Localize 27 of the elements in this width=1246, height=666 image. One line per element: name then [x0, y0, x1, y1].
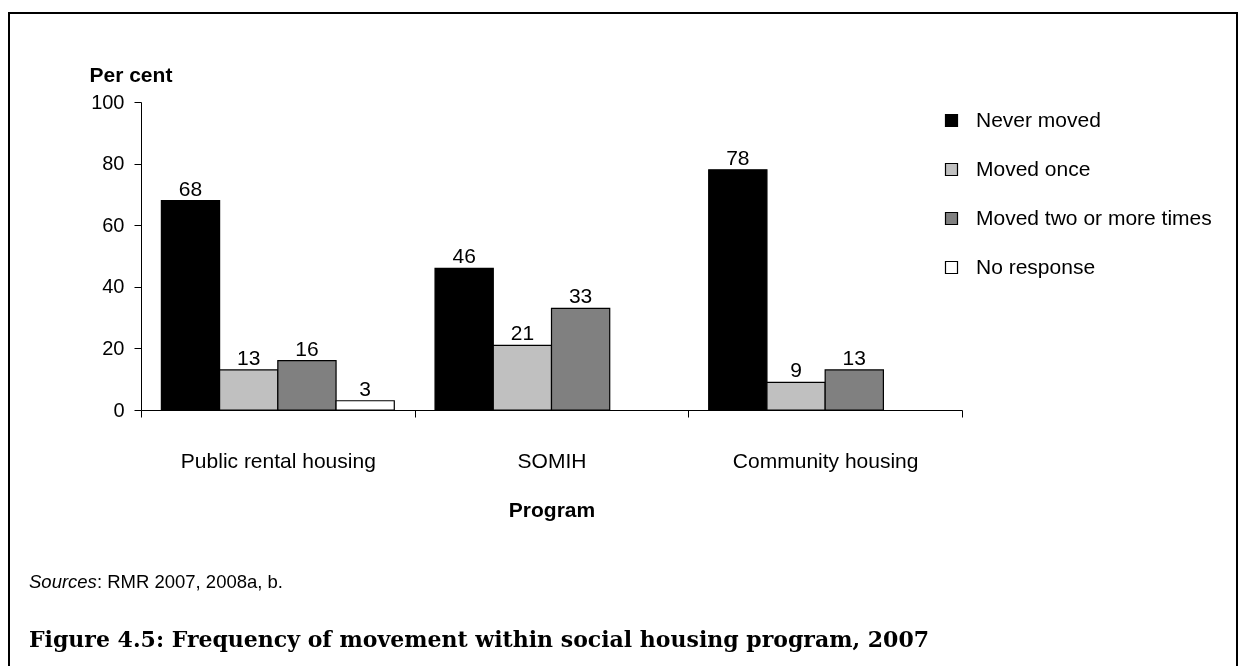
- x-tick-label: Public rental housing: [180, 448, 376, 472]
- data-label: 78: [726, 145, 750, 169]
- y-tick-label: 100: [91, 90, 125, 113]
- y-tick-label: 20: [102, 336, 125, 359]
- x-axis-title: Program: [508, 497, 596, 521]
- data-label: 9: [790, 358, 802, 382]
- legend-label: No response: [976, 254, 1096, 278]
- y-tick-label: 60: [102, 213, 125, 236]
- data-label: 3: [359, 376, 372, 400]
- legend-label: Never moved: [976, 107, 1101, 131]
- text: Figure 4.5: Frequency of movement within social housing program, 2007: [29, 626, 930, 652]
- data-label: 21: [510, 321, 535, 345]
- data-label: 33: [568, 284, 593, 308]
- x-tick-label: Community housing: [732, 448, 919, 472]
- data-label: 16: [295, 336, 319, 360]
- source-note: Sources: RMR 2007, 2008a, b.: [29, 571, 284, 593]
- data-label: 13: [842, 345, 866, 369]
- y-axis-title: Per cent: [89, 62, 173, 86]
- y-tick-label: 80: [102, 152, 125, 175]
- y-tick-label: 40: [102, 275, 125, 298]
- legend-label: Moved once: [976, 156, 1091, 180]
- data-label: 46: [452, 244, 476, 268]
- y-tick-label: 0: [113, 398, 125, 421]
- data-label: 68: [178, 176, 203, 200]
- x-tick-label: SOMIH: [517, 448, 587, 472]
- data-label: 13: [237, 345, 261, 369]
- legend-label: Moved two or more times: [976, 205, 1212, 229]
